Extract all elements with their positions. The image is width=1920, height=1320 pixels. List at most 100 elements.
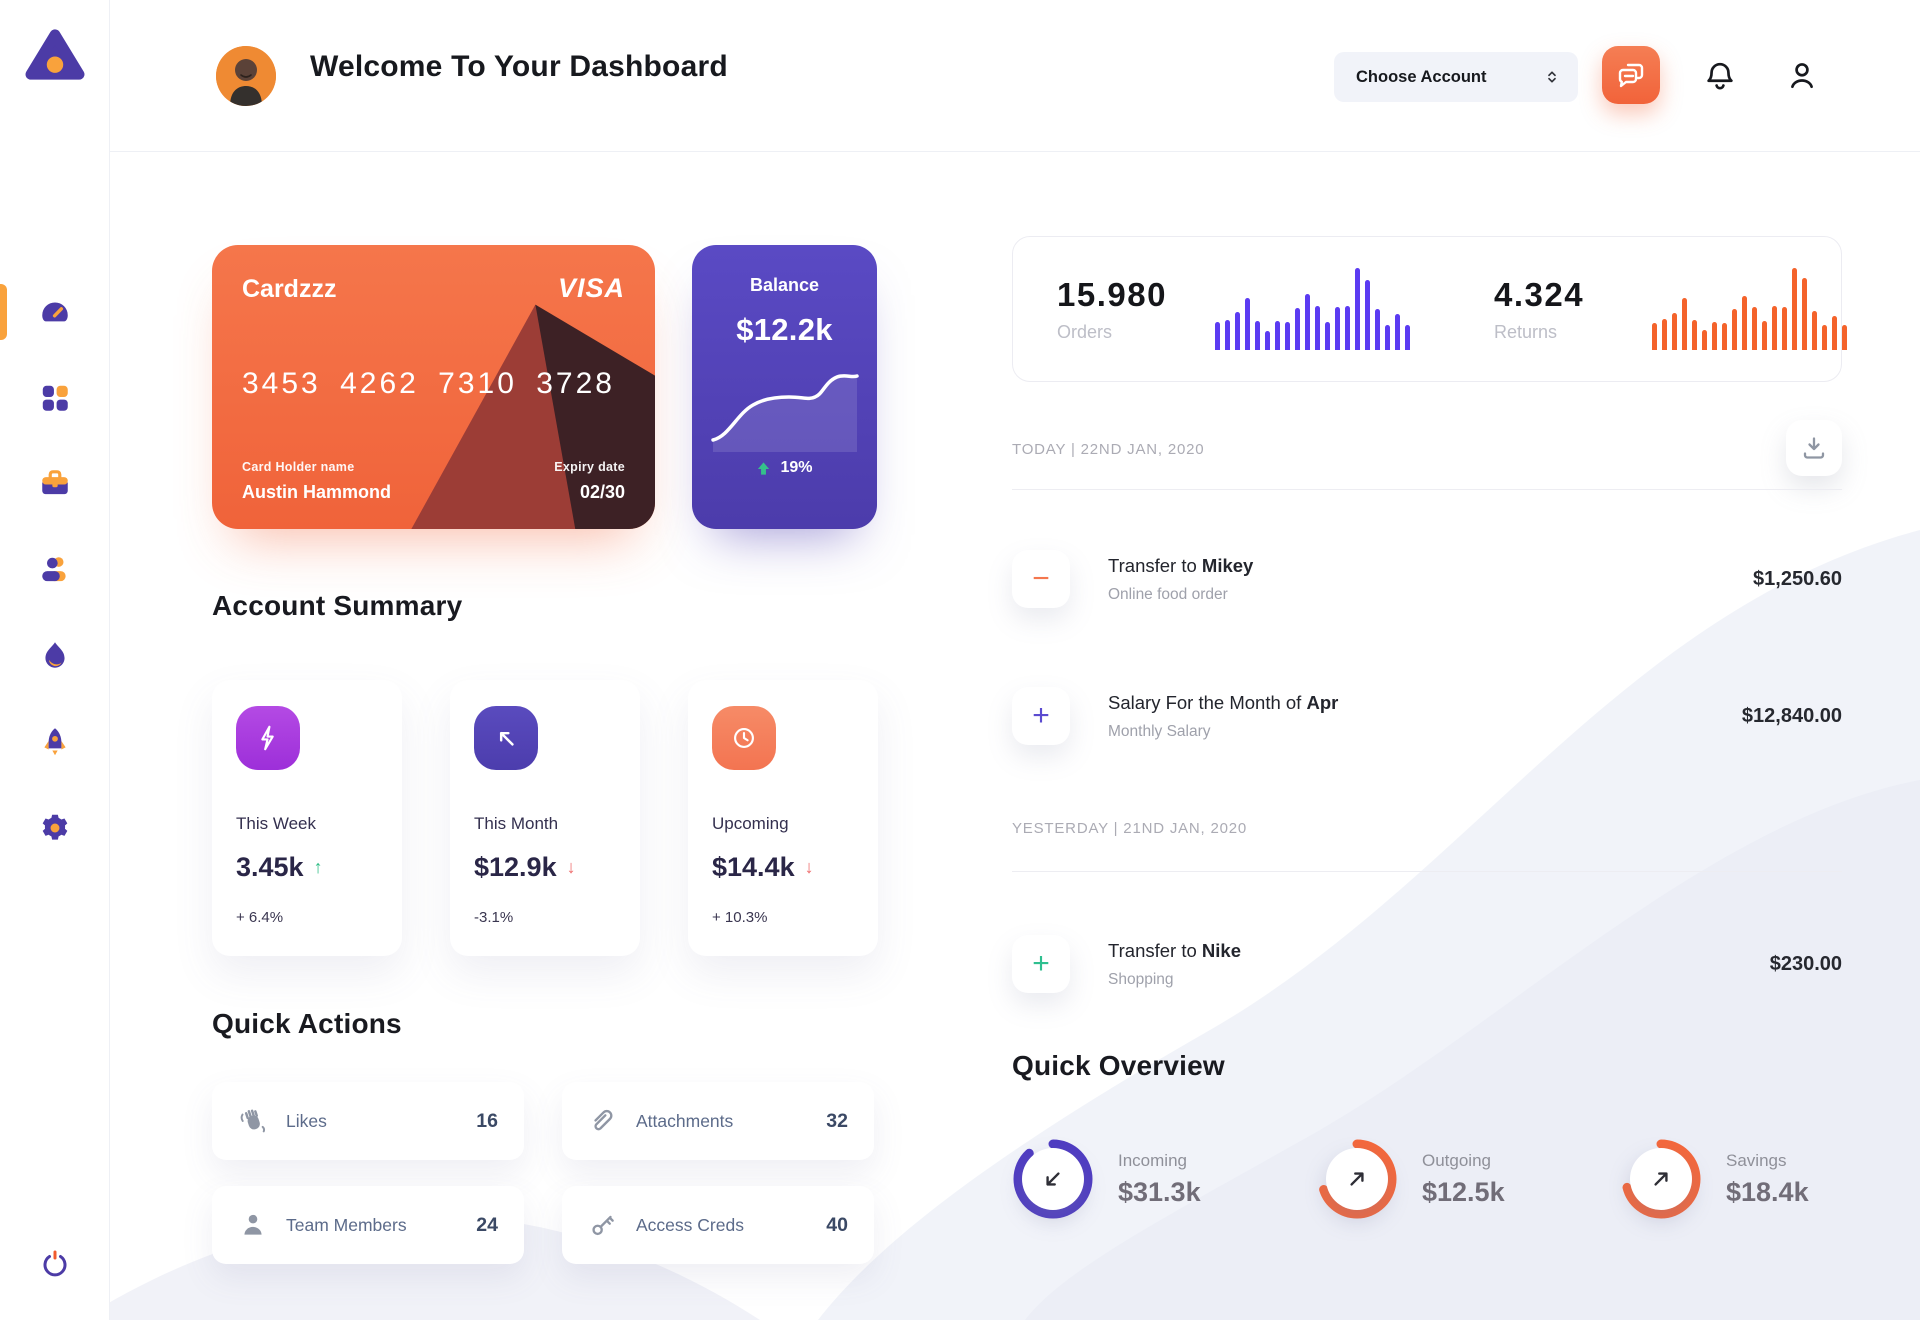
grid-icon [42, 385, 68, 411]
app-logo[interactable] [23, 24, 87, 86]
balance-value: $12.2k [736, 312, 833, 347]
bar [1682, 298, 1687, 350]
bar [1245, 297, 1250, 350]
bar [1255, 321, 1260, 350]
bar [1842, 324, 1847, 350]
summary-delta: + 10.3% [712, 909, 768, 926]
quick-action-attachments[interactable]: Attachments 32 [562, 1082, 874, 1160]
transaction-icon: − [1012, 550, 1070, 608]
bar [1365, 280, 1370, 350]
transaction-row[interactable]: − Transfer to Mikey Online food order $1… [1012, 535, 1842, 623]
avatar-image [216, 46, 276, 106]
transaction-row[interactable]: + Salary For the Month of Apr Monthly Sa… [1012, 672, 1842, 760]
messages-button[interactable] [1602, 46, 1660, 104]
balance-sparkline [710, 374, 859, 452]
arrow-up-right-icon [1350, 1172, 1364, 1186]
bar [1712, 322, 1717, 350]
sidebar-item-settings[interactable] [35, 811, 75, 845]
bar [1832, 315, 1837, 350]
balance-title: Balance [749, 275, 820, 295]
bar [1315, 305, 1320, 350]
trend-up-icon: ↑ [313, 857, 323, 877]
briefcase-icon [42, 470, 68, 495]
clap-icon [240, 1109, 266, 1133]
orders-value: 15.980 [1057, 275, 1167, 313]
bar [1772, 305, 1777, 350]
summary-label: This Week [236, 814, 316, 833]
bar [1215, 322, 1220, 350]
summary-card-upcoming: Upcoming $14.4k ↓ + 10.3% [688, 680, 878, 956]
bar [1792, 268, 1797, 350]
sidebar-nav [0, 295, 110, 845]
quick-action-count: 40 [826, 1213, 848, 1236]
summary-value: 3.45k [236, 852, 304, 882]
bar [1702, 329, 1707, 350]
logo-triangle-icon [25, 29, 85, 80]
account-select[interactable]: Choose Account [1334, 52, 1578, 102]
active-nav-indicator [0, 284, 7, 340]
sidebar-item-contacts[interactable] [35, 553, 75, 587]
bar [1405, 325, 1410, 350]
download-button[interactable] [1786, 420, 1842, 476]
sidebar-item-apps[interactable] [35, 381, 75, 415]
key-icon [592, 1215, 614, 1236]
balance-change: 19% [780, 459, 813, 476]
returns-label: Returns [1494, 321, 1558, 342]
speedometer-icon [42, 302, 68, 322]
bar [1762, 321, 1767, 350]
quick-action-label: Likes [286, 1110, 327, 1131]
quick-action-team-members[interactable]: Team Members 24 [212, 1186, 524, 1264]
page-title: Welcome To Your Dashboard [310, 50, 728, 83]
person-icon [1791, 63, 1813, 89]
account-select-value: Choose Account [1356, 67, 1487, 86]
rocket-icon [44, 728, 66, 756]
summary-delta: + 6.4% [236, 909, 284, 926]
bar [1295, 308, 1300, 350]
bar [1335, 306, 1340, 350]
credit-card: Cardzzz VISA 3453 4262 7310 3728 Card Ho… [212, 245, 655, 529]
profile-button[interactable] [1780, 54, 1824, 98]
date-group-label: YESTERDAY | 21ND JAN, 2020 [1012, 820, 1248, 837]
returns-stat: 4.324 Returns [1450, 237, 1887, 381]
orders-bar-chart [1215, 268, 1410, 350]
quick-action-likes[interactable]: Likes 16 [212, 1082, 524, 1160]
transaction-row[interactable]: + Transfer to Nike Shopping $230.00 [1012, 920, 1842, 1008]
returns-value: 4.324 [1494, 275, 1585, 313]
bar [1285, 322, 1290, 350]
divider [1012, 871, 1842, 872]
visa-logo: VISA [557, 273, 625, 303]
summary-label: Upcoming [712, 814, 789, 833]
clock-icon [712, 706, 776, 770]
logout-button[interactable] [0, 1248, 110, 1280]
account-summary-cards: This Week 3.45k ↑ + 6.4% This Month $12.… [212, 680, 878, 956]
notifications-button[interactable] [1698, 54, 1742, 98]
sidebar-item-dashboard[interactable] [35, 295, 75, 329]
card-holder-label: Card Holder name [242, 460, 355, 474]
overview-label: Incoming [1118, 1150, 1187, 1170]
bar [1375, 309, 1380, 350]
quick-actions-title: Quick Actions [212, 1008, 402, 1039]
arrow-up-right-icon [1654, 1172, 1668, 1186]
bar [1812, 310, 1817, 350]
download-icon [1803, 437, 1825, 459]
outgoing-ring-chart [1316, 1138, 1398, 1220]
arrow-down-left-icon [1046, 1172, 1060, 1186]
quick-action-access-creds[interactable]: Access Creds 40 [562, 1186, 874, 1264]
bar [1652, 322, 1657, 350]
summary-value: $12.9k [474, 852, 557, 882]
returns-bar-chart [1652, 268, 1847, 350]
bar [1305, 294, 1310, 350]
transaction-icon: + [1012, 687, 1070, 745]
overview-savings: Savings $18.4k [1620, 1138, 1809, 1220]
overview-value: $18.4k [1726, 1176, 1809, 1207]
avatar[interactable] [216, 46, 276, 106]
orders-label: Orders [1057, 321, 1113, 342]
bar [1782, 307, 1787, 350]
orders-stat: 15.980 Orders [1013, 237, 1450, 381]
card-holder-name: Austin Hammond [242, 482, 392, 502]
trend-down-icon: ↓ [566, 857, 576, 877]
sidebar-item-trending[interactable] [35, 639, 75, 673]
sidebar-item-work[interactable] [35, 467, 75, 501]
sidebar-item-launch[interactable] [35, 725, 75, 759]
date-group-label: TODAY | 22ND JAN, 2020 [1012, 441, 1205, 458]
